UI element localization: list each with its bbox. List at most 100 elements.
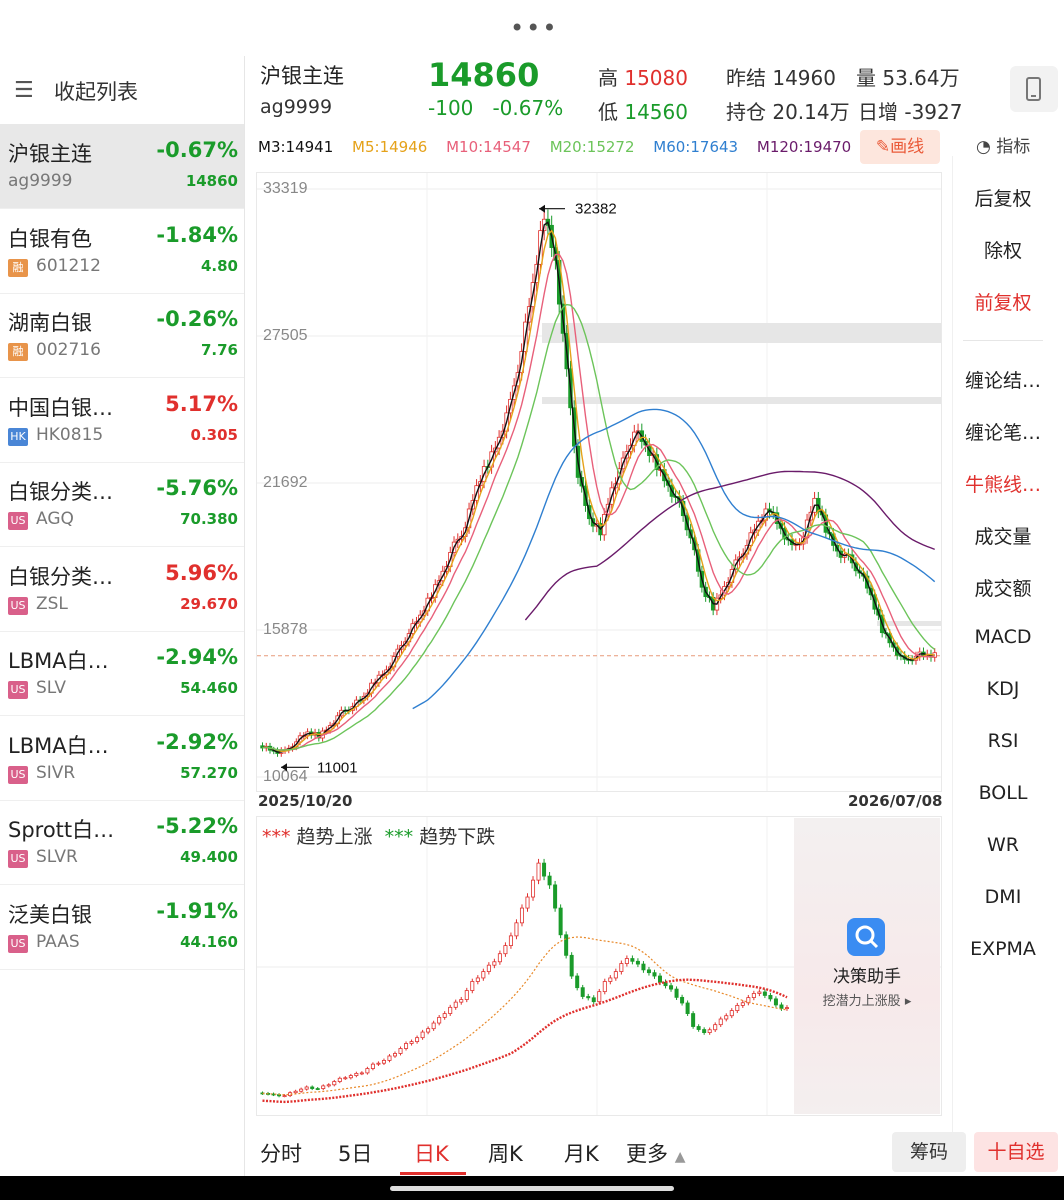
ma20-value: M20:15272 xyxy=(549,138,635,156)
row-price: 44.160 xyxy=(180,932,238,951)
row-name: 白银分类… xyxy=(8,564,113,589)
collapse-list-button[interactable]: ☰ 收起列表 xyxy=(0,56,244,122)
more-dots-icon[interactable]: ••• xyxy=(510,14,559,42)
chip-button[interactable]: 筹码 xyxy=(892,1132,966,1172)
top-bar xyxy=(0,0,1064,56)
trend-candle-body xyxy=(657,975,662,983)
tab-more[interactable]: 更多 ▲ xyxy=(626,1142,686,1166)
indicator-menu-item[interactable]: DMI xyxy=(984,886,1022,908)
max-label: 32382 xyxy=(575,201,617,218)
market-badge: US xyxy=(8,765,28,784)
indicator-menu-item[interactable]: 除权 xyxy=(983,240,1022,262)
indicator-menu-item[interactable]: EXPMA xyxy=(970,938,1036,960)
row-change-percent: -0.26% xyxy=(156,307,238,331)
watchlist-row[interactable]: 白银分类… -5.76% US AGQ 70.380 xyxy=(0,462,244,547)
trend-candle-body xyxy=(735,1005,740,1011)
trend-candle-body xyxy=(359,1072,364,1075)
row-code: ZSL xyxy=(36,593,68,614)
ma120-value: M120:19470 xyxy=(756,138,852,156)
indicator-menu-item[interactable]: 成交额 xyxy=(974,578,1032,600)
watchlist-row[interactable]: Sprott白… -5.22% US SLVR 49.400 xyxy=(0,800,244,885)
indicator-menu-item[interactable]: BOLL xyxy=(978,782,1028,804)
trend-candle-body xyxy=(680,996,685,1004)
trend-candle-body xyxy=(376,1062,381,1065)
market-badge: US xyxy=(8,934,28,953)
trend-candle-body xyxy=(536,862,541,881)
market-badge: HK xyxy=(8,427,28,446)
tab-intraday[interactable]: 分时 xyxy=(260,1142,302,1166)
row-name: 湖南白银 xyxy=(8,311,92,335)
indicator-button[interactable]: ◔ 指标 xyxy=(976,137,1031,157)
indicator-menu-item[interactable]: 成交量 xyxy=(974,526,1032,548)
draw-line-button[interactable]: ✎画线 xyxy=(860,130,940,164)
watchlist-row[interactable]: LBMA白… -2.94% US SLV 54.460 xyxy=(0,631,244,716)
tab-weekly-k[interactable]: 周K xyxy=(488,1142,523,1166)
trend-candle-body xyxy=(481,971,486,979)
market-badge: 融 xyxy=(8,258,28,277)
trend-candle-body xyxy=(392,1053,397,1057)
trend-subchart[interactable] xyxy=(256,816,942,1116)
trend-candle-body xyxy=(674,988,679,998)
row-code: HK0815 xyxy=(36,424,104,445)
watchlist-row[interactable]: 泛美白银 -1.91% US PAAS 44.160 xyxy=(0,885,244,970)
trend-candle-body xyxy=(558,907,563,936)
trend-candle-body xyxy=(729,1010,734,1017)
watchlist-row[interactable]: 湖南白银 -0.26% 融 002716 7.76 xyxy=(0,293,244,378)
tab-monthly-k[interactable]: 月K xyxy=(564,1142,599,1166)
watchlist-row[interactable]: 白银有色 -1.84% 融 601212 4.80 xyxy=(0,209,244,294)
ma10-value: M10:14547 xyxy=(446,138,531,156)
indicator-menu-item[interactable]: 牛熊线… xyxy=(964,474,1041,496)
market-badge: US xyxy=(8,596,28,615)
trend-candle-body xyxy=(740,1002,745,1006)
row-code: ag9999 xyxy=(8,171,73,191)
row-name: 白银有色 xyxy=(8,226,92,251)
trend-candle-body xyxy=(519,907,524,924)
tab-daily-k[interactable]: 日K xyxy=(414,1142,449,1166)
trend-candle-body xyxy=(514,922,519,937)
row-code: 002716 xyxy=(36,340,101,360)
trend-candle-body xyxy=(459,999,464,1003)
add-watchlist-button[interactable]: 十自选 xyxy=(974,1132,1058,1172)
indicator-menu-item[interactable]: WR xyxy=(987,834,1019,856)
trend-candle-body xyxy=(415,1037,420,1043)
trend-candle-body xyxy=(332,1081,337,1086)
watchlist-row[interactable]: LBMA白… -2.92% US SIVR 57.270 xyxy=(0,716,244,801)
trend-candle-body xyxy=(547,875,552,886)
trend-candle-body xyxy=(762,991,767,996)
trend-candle-body xyxy=(453,1001,458,1008)
tab-5day[interactable]: 5日 xyxy=(338,1142,373,1166)
ma120-line xyxy=(524,470,935,621)
prev-settle-stat: 昨结 14960 xyxy=(726,66,836,90)
decision-assistant-card[interactable]: 决策助手 挖潜力上涨股 ▸ xyxy=(794,818,940,1114)
watchlist-row[interactable]: 沪银主连 -0.67% ag9999 14860 xyxy=(0,124,244,209)
indicator-menu-item[interactable]: 缠论笔… xyxy=(964,422,1041,444)
high-stat: 高 15080 xyxy=(598,66,688,90)
indicator-menu-item[interactable]: 前复权 xyxy=(974,292,1032,314)
home-indicator[interactable] xyxy=(390,1186,674,1191)
ma5-value: M5:14946 xyxy=(352,138,428,156)
device-toggle-button[interactable] xyxy=(1010,66,1058,112)
price-change: -100 -0.67% xyxy=(428,96,563,120)
trend-up-label: 趋势上涨 xyxy=(296,826,373,848)
chart-start-date: 2025/10/20 xyxy=(258,792,353,810)
trend-candle-body xyxy=(718,1018,723,1026)
indicator-menu-item[interactable]: 缠论结… xyxy=(964,370,1041,392)
kline-chart[interactable]: 33319 27505 21692 15878 10064 32382 11001 xyxy=(256,172,942,792)
watchlist-row[interactable]: 白银分类… 5.96% US ZSL 29.670 xyxy=(0,547,244,632)
trend-candle-body xyxy=(304,1086,309,1090)
indicator-menu-item[interactable]: MACD xyxy=(974,626,1032,648)
trend-candle-body xyxy=(768,995,773,1000)
row-price: 70.380 xyxy=(180,510,238,528)
trend-candle-body xyxy=(492,961,497,966)
watchlist-row[interactable]: 中国白银… 5.17% HK HK0815 0.305 xyxy=(0,378,244,463)
trend-candle-body xyxy=(404,1043,409,1049)
row-change-percent: 5.17% xyxy=(165,391,238,416)
indicator-menu-item[interactable]: RSI xyxy=(987,730,1019,752)
trend-line-red xyxy=(262,978,788,1104)
indicator-menu-item[interactable]: 后复权 xyxy=(974,188,1032,210)
indicator-menu-item[interactable]: KDJ xyxy=(986,678,1020,700)
trend-candle-body xyxy=(398,1048,403,1054)
row-code: SLV xyxy=(36,678,67,698)
trend-candle-body xyxy=(575,975,580,989)
min-label: 11001 xyxy=(317,759,358,776)
